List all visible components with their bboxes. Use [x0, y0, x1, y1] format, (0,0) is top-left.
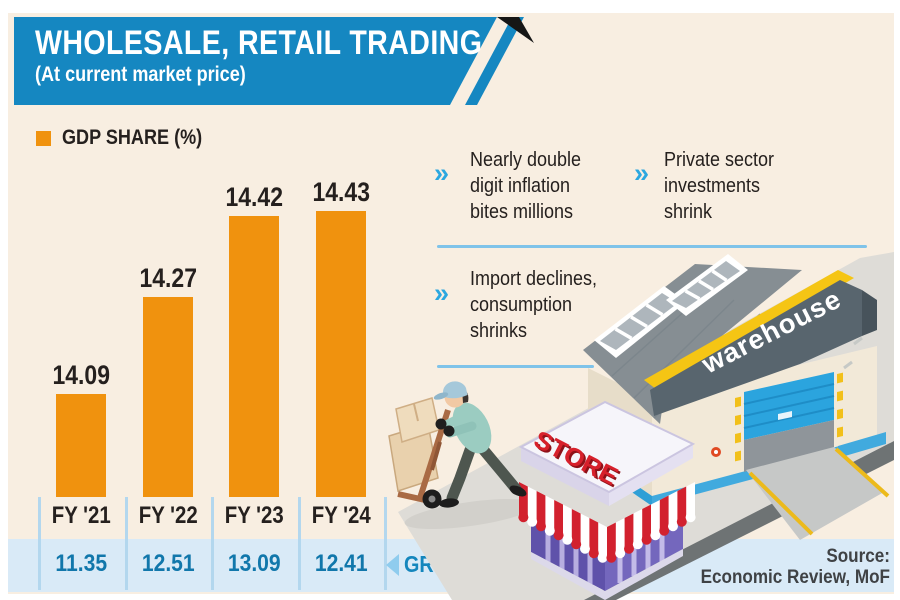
bullet-chevron-icon: » — [634, 158, 650, 188]
growth-value: 12.51 — [141, 550, 195, 577]
growth-value: 12.41 — [314, 550, 368, 577]
annotation-line: shrinks — [470, 320, 528, 342]
fiscal-year-label: FY '22 — [138, 502, 198, 529]
column-separator — [211, 497, 214, 590]
annotation-line: investments — [664, 175, 761, 197]
column-separator — [124, 497, 128, 590]
bar-value-label: 14.09 — [52, 360, 110, 390]
gdp-share-bar — [56, 394, 107, 497]
annotation-private-investment: Private sector investments shrink — [664, 147, 774, 225]
bar-value-label: 14.42 — [225, 182, 283, 212]
column-separator — [297, 497, 301, 590]
annotation-line: Private sector — [664, 149, 775, 171]
source-line2: Economic Review, MoF — [700, 567, 890, 588]
annotation-inflation: Nearly double digit inflation bites millio… — [470, 147, 581, 225]
annotation-line: consumption — [470, 294, 573, 316]
annotation-line: Nearly double — [470, 149, 582, 171]
legend: GDP SHARE (%) — [36, 126, 225, 150]
column-separator — [38, 497, 41, 590]
growth-value: 13.09 — [227, 550, 281, 577]
column-separator — [384, 497, 387, 590]
annotation-line: Import declines, — [470, 268, 598, 290]
gdp-share-bar — [142, 297, 193, 497]
gdp-share-bar — [315, 211, 366, 497]
fiscal-year-label: FY '21 — [51, 502, 111, 529]
fiscal-year-label: FY '23 — [224, 502, 284, 529]
fiscal-year-label: FY '24 — [311, 502, 371, 529]
header-banner — [14, 17, 497, 105]
bullet-chevron-icon: » — [434, 158, 450, 188]
bullet-chevron-icon: » — [434, 278, 450, 308]
annotation-line: digit inflation — [470, 175, 571, 197]
growth-value: 11.35 — [55, 550, 108, 577]
legend-swatch-icon — [36, 130, 51, 146]
growth-row-label: GROWTH (%) — [404, 551, 531, 577]
source-note: Source: Economic Review, MoF — [683, 546, 890, 588]
source-line1: Source: — [826, 546, 890, 567]
annotation-line: bites millions — [470, 201, 574, 223]
bar-value-label: 14.43 — [312, 177, 370, 207]
bar-value-label: 14.27 — [139, 263, 197, 293]
annotation-line: shrink — [664, 201, 713, 223]
annotation-imports: Import declines, consumption shrinks — [470, 266, 597, 344]
annotation-divider — [437, 365, 594, 368]
annotation-divider — [437, 245, 867, 248]
legend-label: GDP SHARE (%) — [62, 126, 203, 149]
gdp-share-bar — [229, 216, 280, 497]
page-subtitle: (At current market price) — [35, 63, 246, 86]
growth-row-arrow-icon — [386, 554, 399, 576]
page-title: WHOLESALE, RETAIL TRADING — [35, 24, 483, 62]
